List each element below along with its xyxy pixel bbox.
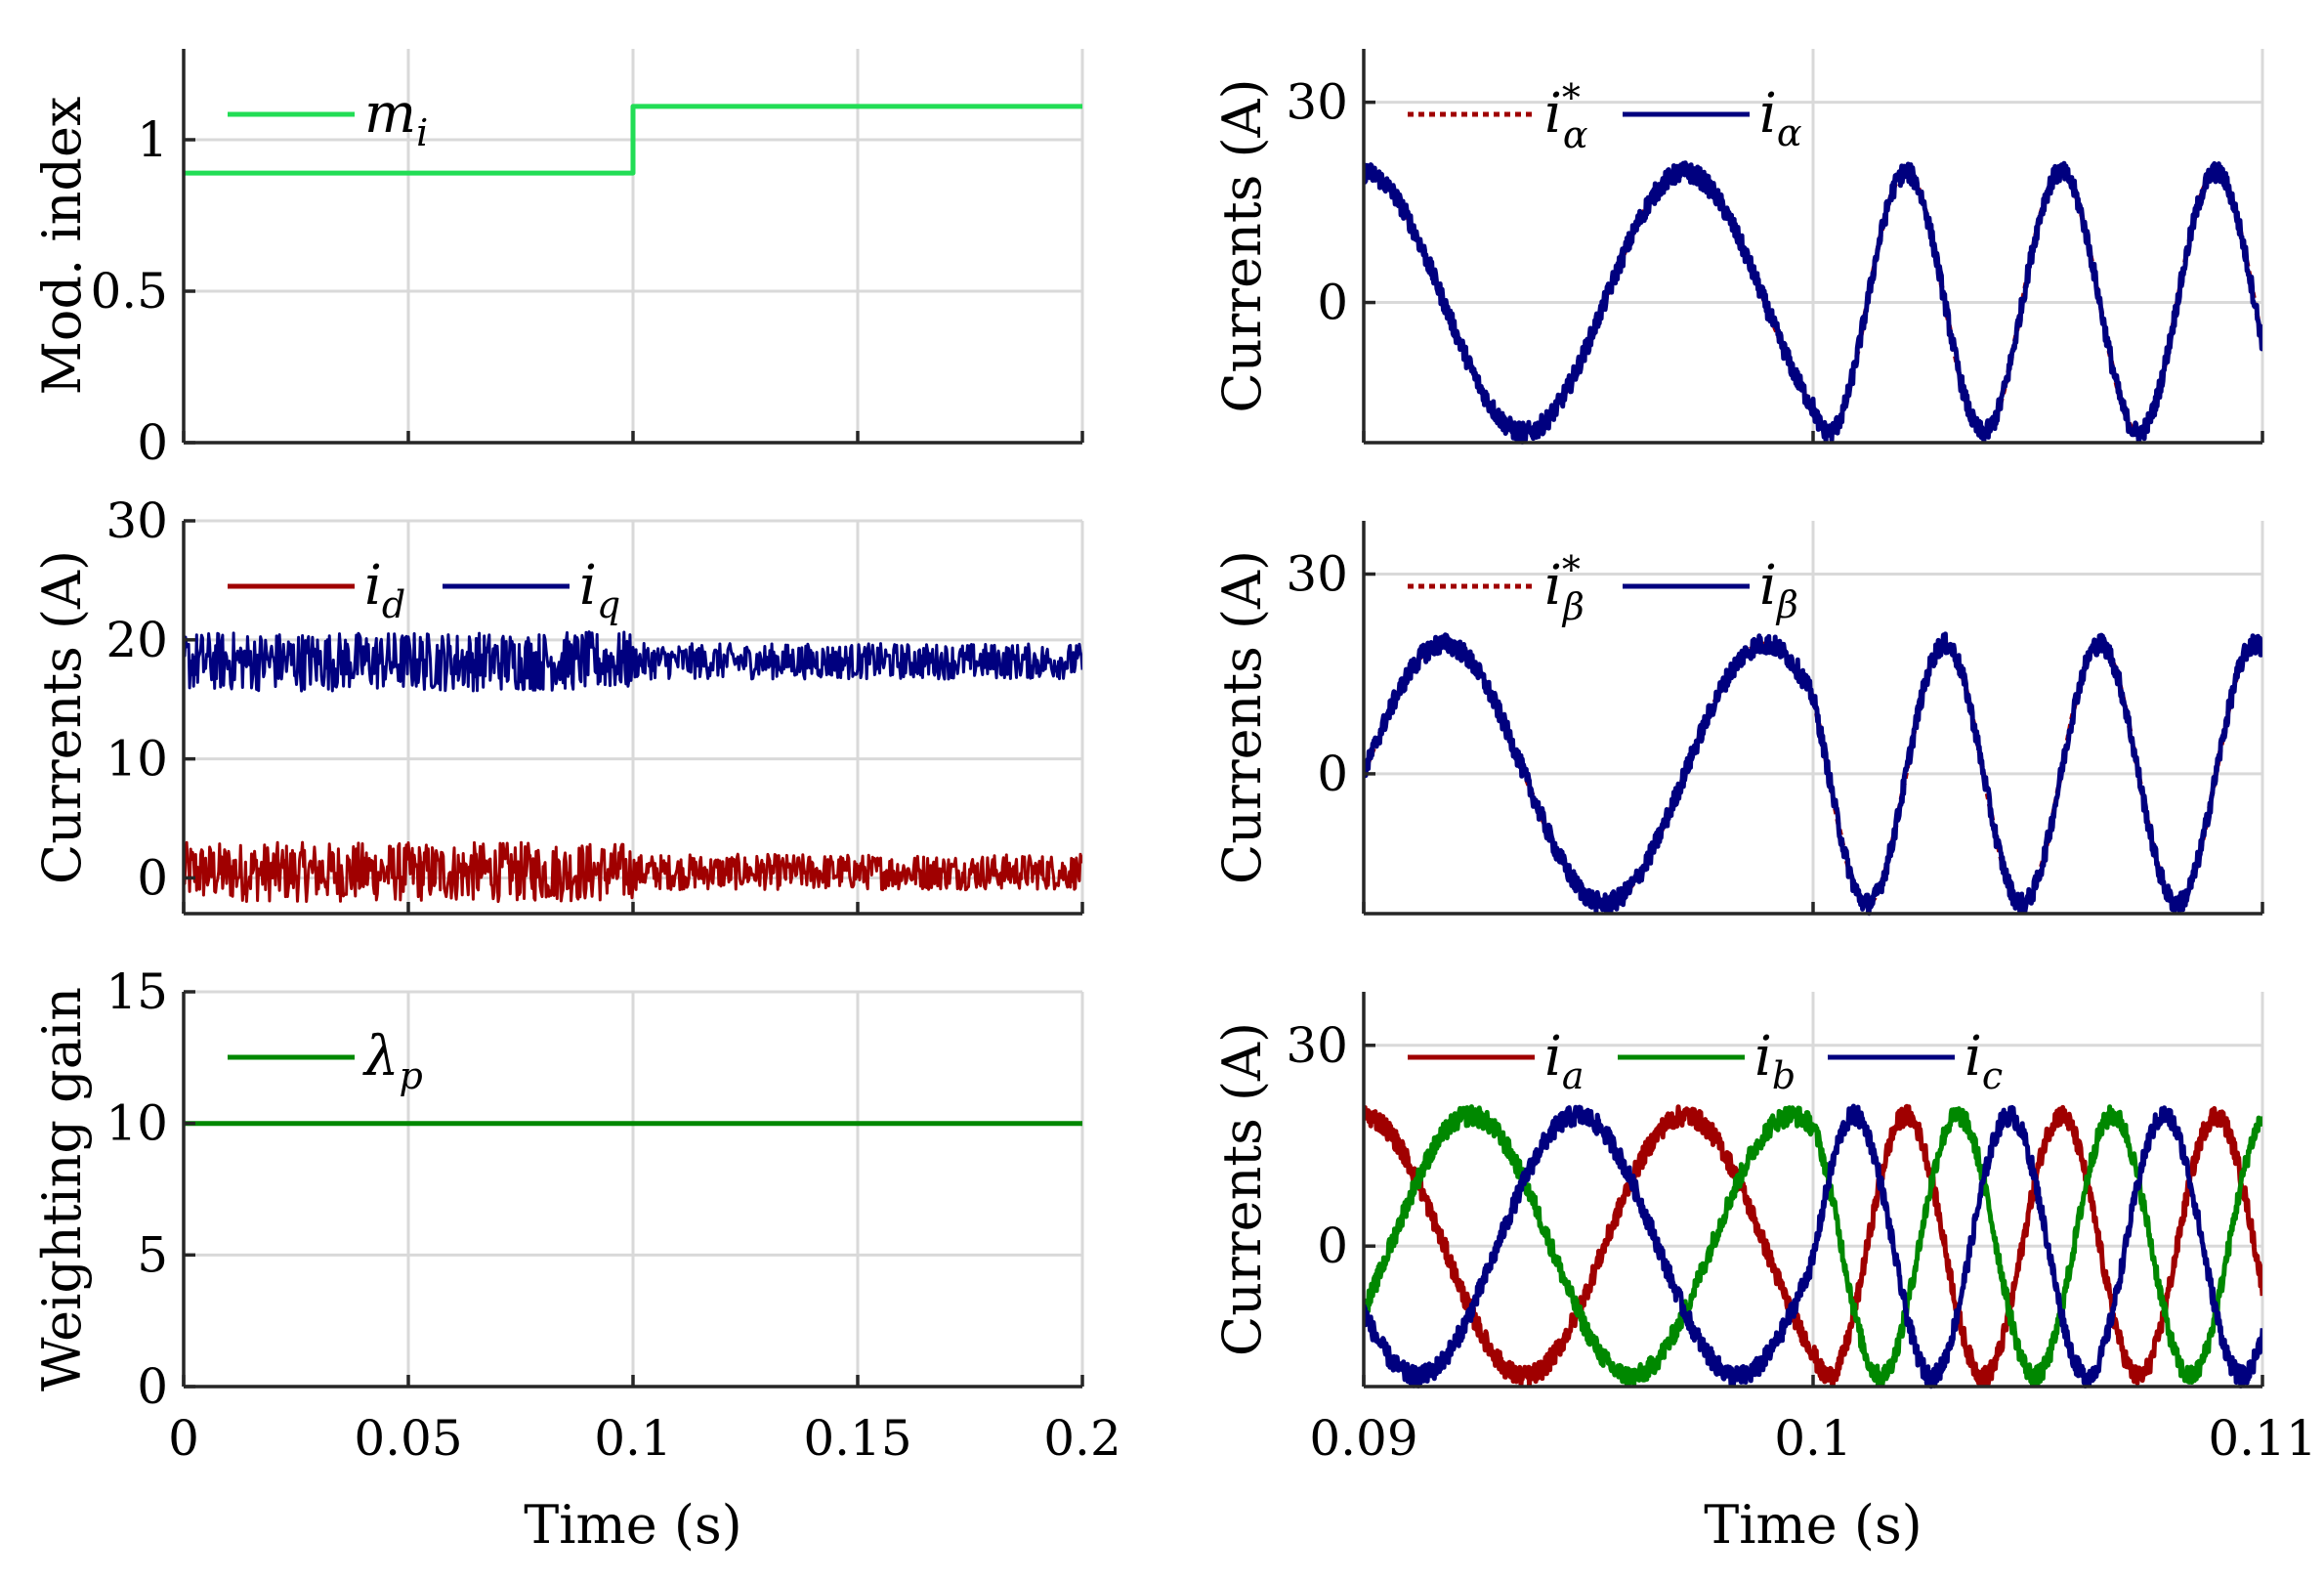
- alpha_currents-series-1: [1364, 160, 2262, 445]
- beta_currents-series-1: [1364, 631, 2262, 917]
- weighting_gain-xtick-label-0: 0: [168, 1410, 199, 1467]
- alpha_currents-legend-label-0: i* α: [1544, 76, 1588, 156]
- abc_currents-legend-label-0: ia: [1544, 1025, 1585, 1097]
- abc_currents-legend-label-1: ib: [1754, 1025, 1796, 1097]
- dq_currents-series-0: [184, 840, 1082, 904]
- beta_currents-ylabel: Currents (A): [1211, 550, 1273, 884]
- weighting_gain-xtick-label-2: 0.1: [594, 1410, 672, 1467]
- dq_currents-ytick-label-3: 30: [106, 492, 168, 549]
- abc_currents-series-2: [1364, 1103, 2262, 1390]
- mod_index-ylabel: Mod. index: [31, 97, 93, 396]
- beta_currents-legend-label-1: iβ: [1759, 554, 1798, 626]
- abc_currents-xtick-label-2: 0.11: [2208, 1410, 2316, 1467]
- abc_currents-ytick-label-1: 30: [1286, 1017, 1348, 1074]
- dq_currents-ytick-label-2: 20: [106, 612, 168, 668]
- mod_index-ytick-label-2: 1: [137, 111, 168, 168]
- weighting_gain-xtick-label-3: 0.15: [803, 1410, 911, 1467]
- dq_currents-ytick-label-1: 10: [106, 731, 168, 788]
- mod_index-ytick-label-0: 0: [137, 414, 168, 471]
- weighting_gain-ytick-label-3: 15: [106, 963, 168, 1020]
- dq_currents-series-1: [184, 630, 1082, 693]
- abc_currents-series-1: [1364, 1104, 2262, 1389]
- dq_currents-ytick-label-0: 0: [137, 849, 168, 906]
- weighting_gain-xtick-label-4: 0.2: [1043, 1410, 1121, 1467]
- dq_currents-ylabel: Currents (A): [31, 550, 93, 884]
- mod_index-series-0: [184, 104, 1082, 176]
- dq_currents-legend-label-1: iq: [579, 554, 620, 626]
- alpha_currents-ylabel: Currents (A): [1211, 78, 1273, 412]
- weighting_gain-ytick-label-2: 10: [106, 1095, 168, 1152]
- alpha_currents-legend-label-1: iα: [1759, 82, 1802, 154]
- beta_currents-ytick-label-0: 0: [1317, 746, 1348, 802]
- alpha_currents-ytick-label-0: 0: [1317, 275, 1348, 331]
- mod_index-legend-label-0: mi: [364, 82, 428, 154]
- weighting_gain-legend-label-0: λp: [362, 1025, 423, 1097]
- weighting_gain-ytick-label-1: 5: [137, 1226, 168, 1283]
- weighting_gain-xtick-label-1: 0.05: [354, 1410, 462, 1467]
- beta_currents-ytick-label-1: 30: [1286, 546, 1348, 603]
- alpha_currents-ytick-label-1: 30: [1286, 74, 1348, 131]
- abc_currents-ytick-label-0: 0: [1317, 1218, 1348, 1274]
- dq_currents-legend-label-0: id: [364, 554, 405, 626]
- abc_currents-ylabel: Currents (A): [1211, 1022, 1273, 1356]
- abc_currents-xlabel: Time (s): [1704, 1494, 1922, 1556]
- weighting_gain-ytick-label-0: 0: [137, 1358, 168, 1415]
- weighting_gain-ylabel: Weighting gain: [31, 987, 93, 1391]
- panel-mod_index: 0 0.5 1 Mod. index mi: [31, 49, 1084, 471]
- beta_currents-legend-label-0: i* β: [1544, 548, 1585, 628]
- abc_currents-legend-label-2: ic: [1965, 1025, 2003, 1097]
- weighting_gain-xlabel: Time (s): [524, 1494, 741, 1556]
- mod_index-ytick-label-1: 0.5: [90, 263, 168, 320]
- abc_currents-xtick-label-1: 0.1: [1774, 1410, 1852, 1467]
- abc_currents-xtick-label-0: 0.09: [1309, 1410, 1417, 1467]
